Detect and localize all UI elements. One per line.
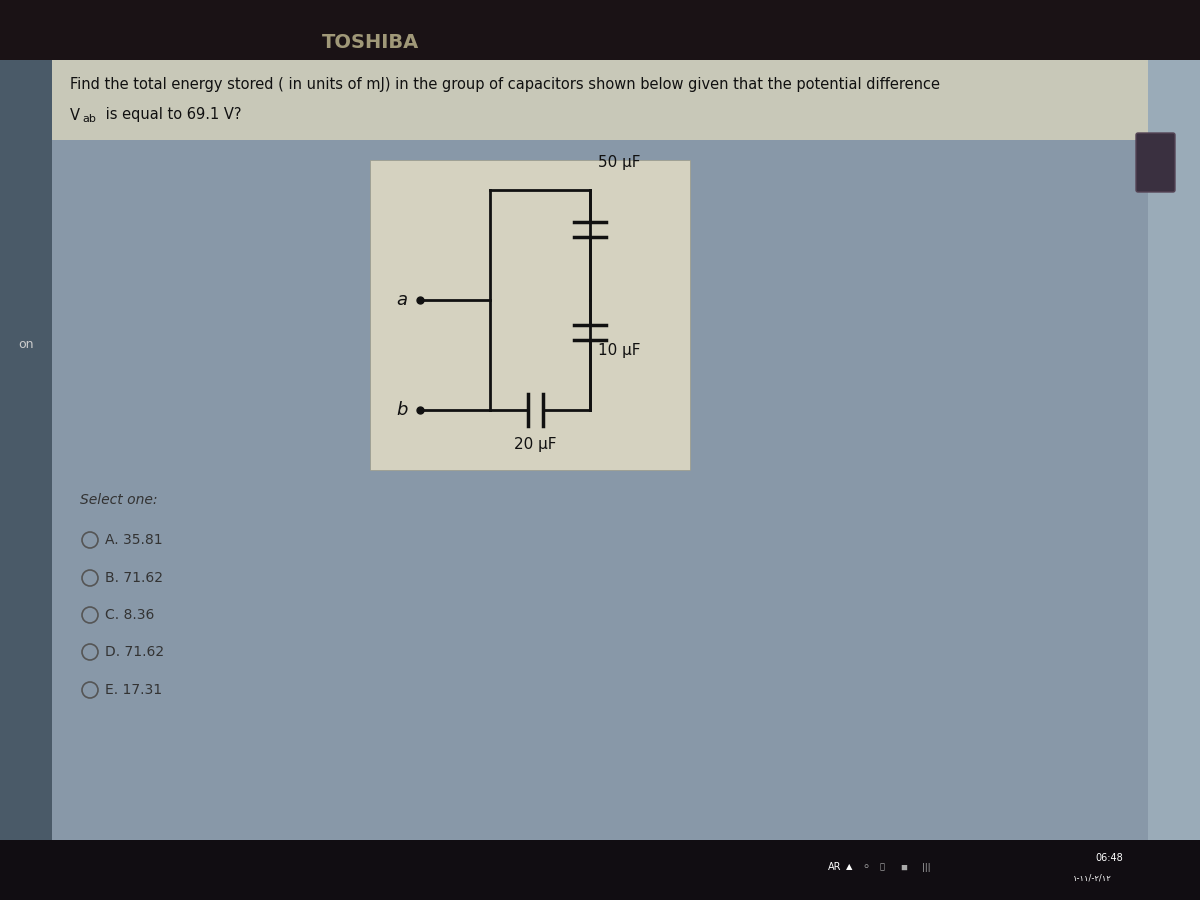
- Text: Select one:: Select one:: [80, 493, 157, 507]
- Text: ⬛: ⬛: [880, 862, 886, 871]
- Bar: [1148, 60, 1200, 840]
- Bar: [0, 60, 1200, 840]
- Text: 20 μF: 20 μF: [515, 437, 557, 453]
- Text: A. 35.81: A. 35.81: [106, 533, 163, 547]
- Bar: [0, 0, 1200, 60]
- Bar: [52, 60, 1148, 140]
- Bar: [0, 840, 1200, 900]
- Text: ۱-۱۱/-۲/۱۲: ۱-۱۱/-۲/۱۲: [1073, 874, 1111, 883]
- Text: ab: ab: [82, 114, 96, 124]
- Text: B. 71.62: B. 71.62: [106, 571, 163, 585]
- Bar: [370, 160, 690, 470]
- Text: 06:48: 06:48: [1096, 853, 1123, 863]
- Bar: [0, 60, 52, 840]
- Text: 50 μF: 50 μF: [598, 155, 641, 169]
- Text: ⚪: ⚪: [862, 862, 869, 871]
- Text: Find the total energy stored ( in units of mJ) in the group of capacitors shown : Find the total energy stored ( in units …: [70, 77, 940, 93]
- Text: C. 8.36: C. 8.36: [106, 608, 155, 622]
- Text: ◼: ◼: [900, 862, 907, 871]
- Text: V: V: [70, 107, 80, 122]
- Text: is equal to 69.1 V?: is equal to 69.1 V?: [101, 107, 241, 122]
- Text: ▲: ▲: [846, 862, 852, 871]
- FancyBboxPatch shape: [1136, 133, 1175, 192]
- Text: E. 17.31: E. 17.31: [106, 683, 162, 697]
- Text: AR: AR: [828, 862, 841, 872]
- Text: b: b: [396, 401, 408, 419]
- Text: |||: |||: [922, 862, 931, 871]
- Text: on: on: [18, 338, 34, 352]
- Text: 10 μF: 10 μF: [598, 343, 641, 358]
- Text: TOSHIBA: TOSHIBA: [322, 32, 419, 51]
- Text: D. 71.62: D. 71.62: [106, 645, 164, 659]
- Text: a: a: [396, 291, 408, 309]
